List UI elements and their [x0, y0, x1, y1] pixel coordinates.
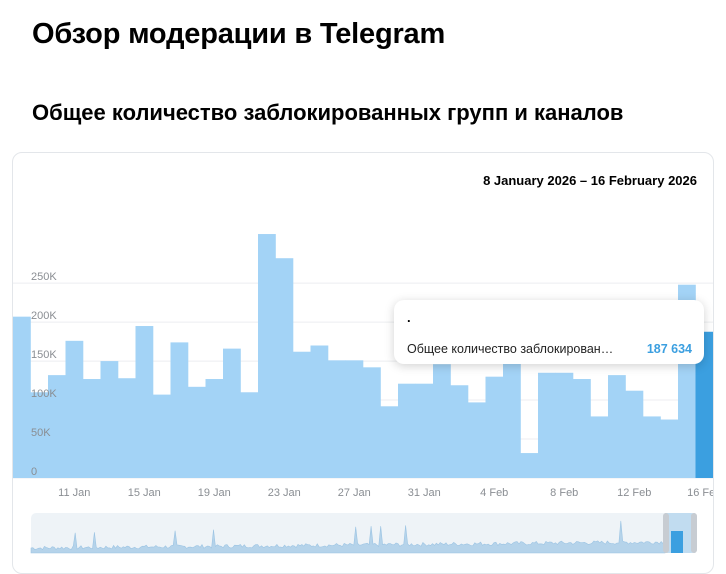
- x-tick-label: 31 Jan: [408, 487, 441, 499]
- tooltip-row: Общее количество заблокирован… 187 634: [407, 342, 692, 356]
- bars: [13, 234, 713, 478]
- x-tick-label: 12 Feb: [617, 487, 651, 499]
- tooltip-series-label: Общее количество заблокирован…: [407, 342, 614, 356]
- bar[interactable]: [258, 234, 276, 478]
- y-tick-label: 50K: [31, 427, 51, 439]
- chart-tooltip: . Общее количество заблокирован… 187 634: [394, 300, 704, 364]
- bar[interactable]: [695, 331, 714, 478]
- y-tick-label: 150K: [31, 349, 57, 361]
- bar[interactable]: [205, 379, 224, 478]
- x-tick-label: 4 Feb: [480, 487, 508, 499]
- x-axis-labels: 11 Jan 15 Jan 19 Jan 23 Jan 27 Jan 31 Jan 4 Fe…: [58, 487, 713, 499]
- bar[interactable]: [83, 379, 101, 478]
- bar[interactable]: [188, 386, 206, 478]
- date-range: 8 January 2026 – 16 February 2026: [483, 173, 697, 188]
- bar[interactable]: [293, 351, 311, 478]
- bar[interactable]: [310, 345, 329, 479]
- bar[interactable]: [433, 364, 451, 478]
- bar[interactable]: [170, 342, 189, 478]
- bar[interactable]: [415, 383, 434, 478]
- bar[interactable]: [485, 376, 504, 478]
- y-tick-label: 100K: [31, 388, 57, 400]
- bar[interactable]: [100, 361, 119, 478]
- bar[interactable]: [135, 326, 154, 478]
- x-tick-label: 27 Jan: [338, 487, 371, 499]
- bar[interactable]: [660, 419, 679, 478]
- bar[interactable]: [538, 372, 556, 478]
- section-title: Общее количество заблокированных групп и…: [32, 100, 624, 125]
- bar[interactable]: [328, 360, 346, 478]
- bar[interactable]: [275, 258, 294, 478]
- x-tick-label: 11 Jan: [58, 487, 90, 499]
- bar[interactable]: [503, 363, 521, 478]
- bar[interactable]: [520, 453, 539, 478]
- bar-chart[interactable]: 0 50K 100K 150K 200K 250K 11 Jan 15 Jan 19 Jan 2…: [13, 153, 713, 573]
- x-tick-label: 16 Feb: [687, 487, 713, 499]
- navigator-selected-bars: [671, 531, 683, 553]
- bar[interactable]: [345, 360, 364, 478]
- bar[interactable]: [65, 340, 84, 478]
- y-tick-label: 0: [31, 466, 37, 478]
- y-tick-label: 200K: [31, 310, 57, 322]
- bar[interactable]: [573, 379, 591, 478]
- tooltip-value: 187 634: [646, 342, 692, 356]
- y-tick-label: 250K: [31, 271, 57, 283]
- tooltip-date: .: [407, 310, 411, 325]
- bar[interactable]: [223, 348, 241, 478]
- bar[interactable]: [363, 367, 381, 478]
- page-title: Обзор модерации в Telegram: [32, 18, 446, 50]
- x-tick-label: 23 Jan: [268, 487, 301, 499]
- bar[interactable]: [468, 402, 486, 478]
- bar[interactable]: [555, 372, 574, 478]
- bar[interactable]: [118, 378, 136, 478]
- navigator-overview-area: [30, 520, 666, 554]
- navigator-background[interactable]: [31, 513, 695, 553]
- navigator-handle[interactable]: [691, 513, 697, 553]
- range-navigator: [30, 513, 697, 554]
- bar[interactable]: [30, 392, 49, 478]
- bar[interactable]: [625, 390, 644, 478]
- x-tick-label: 8 Feb: [550, 487, 578, 499]
- bar[interactable]: [450, 385, 469, 478]
- bar[interactable]: [590, 416, 609, 478]
- chart-card: 8 January 2026 – 16 February 2026 0 50K 10…: [12, 152, 714, 574]
- navigator-handle[interactable]: [663, 513, 669, 553]
- bar[interactable]: [48, 375, 66, 478]
- bar[interactable]: [153, 394, 171, 478]
- y-axis-labels: 0 50K 100K 150K 200K 250K: [31, 271, 57, 478]
- bar[interactable]: [380, 406, 399, 478]
- bar[interactable]: [13, 316, 31, 478]
- x-tick-label: 15 Jan: [128, 487, 161, 499]
- x-tick-label: 19 Jan: [198, 487, 231, 499]
- bar[interactable]: [643, 416, 661, 478]
- bar[interactable]: [398, 383, 416, 478]
- bar[interactable]: [608, 375, 626, 478]
- bar[interactable]: [240, 392, 259, 478]
